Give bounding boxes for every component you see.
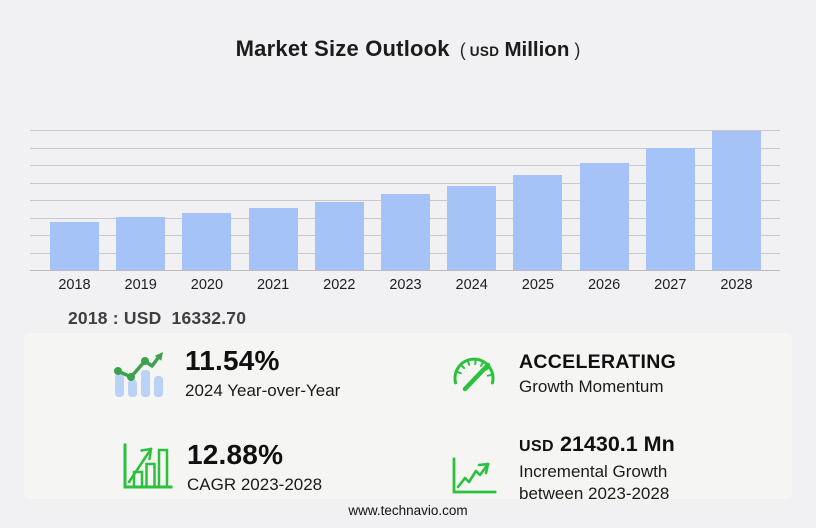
bar-2026 xyxy=(579,162,629,270)
gridline xyxy=(30,165,780,166)
x-axis-label-2018: 2018 xyxy=(58,277,91,293)
stat-cagr: 12.88% CAGR 2023-2028 xyxy=(187,439,323,495)
stat-yoy: 11.54% 2024 Year-over-Year xyxy=(185,345,341,401)
open-paren: ( xyxy=(459,40,466,60)
bar-2028 xyxy=(712,131,761,270)
bar-2022 xyxy=(314,201,364,270)
stat-momentum-label: Growth Momentum xyxy=(519,377,664,397)
x-axis-label-2028: 2028 xyxy=(720,277,753,293)
stat-incremental: USD 21430.1 Mn Incremental Growth between… xyxy=(519,432,675,505)
bar-2027 xyxy=(645,147,695,270)
stat-incremental-label-line2: between 2023-2028 xyxy=(519,484,670,504)
stat-incremental-value: USD 21430.1 Mn xyxy=(519,432,675,457)
x-axis-line xyxy=(30,270,780,271)
bar-2021 xyxy=(248,207,298,270)
title-unit-scale: Million xyxy=(504,38,570,61)
stat-incremental-currency: USD xyxy=(519,438,554,455)
x-axis-label-2026: 2026 xyxy=(587,277,621,293)
stat-yoy-value: 11.54% xyxy=(185,345,280,376)
stats-panel xyxy=(24,333,792,499)
bar-2023 xyxy=(381,194,430,270)
callout-2018-value: 2018 : USD 16332.70 xyxy=(68,308,247,328)
growth-bars-icon xyxy=(120,440,174,497)
x-axis-label-2025: 2025 xyxy=(521,277,555,293)
line-growth-icon xyxy=(450,452,498,501)
bar-2024 xyxy=(447,185,497,270)
x-axis-label-2024: 2024 xyxy=(455,277,488,293)
chart-title: Market Size Outlook ( USD Million ) xyxy=(0,36,816,62)
gridline xyxy=(30,147,780,149)
bar-chart-trend-icon xyxy=(112,348,168,405)
speedometer-icon xyxy=(448,353,500,402)
gridline xyxy=(30,182,780,184)
bar-2020 xyxy=(182,213,232,270)
bar-2018 xyxy=(50,222,99,270)
bar-2019 xyxy=(116,217,166,270)
close-paren: ) xyxy=(574,40,581,60)
website-text: www.technavio.com xyxy=(348,503,468,518)
x-axis-label-2022: 2022 xyxy=(323,277,356,293)
x-axis-label-2020: 2020 xyxy=(190,277,224,293)
stat-momentum: ACCELERATING Growth Momentum xyxy=(519,351,677,398)
stat-yoy-label: 2024 Year-over-Year xyxy=(185,380,341,400)
chart-title-main: Market Size Outlook xyxy=(235,36,450,61)
x-axis-label-2019: 2019 xyxy=(124,277,157,293)
x-axis-label-2021: 2021 xyxy=(256,277,290,293)
gridline xyxy=(30,130,780,131)
x-axis-label-2027: 2027 xyxy=(654,277,687,293)
stat-incremental-amount: 21430.1 Mn xyxy=(559,432,675,456)
stat-incremental-label-line1: Incremental Growth xyxy=(519,462,668,481)
title-currency: USD xyxy=(469,44,500,59)
stat-momentum-value: ACCELERATING xyxy=(519,351,677,373)
stat-cagr-label: CAGR 2023-2028 xyxy=(187,474,323,494)
bar-2025 xyxy=(513,175,563,270)
bar-chart: 2018 2019 2020 2021 2022 2023 2024 2025 2026 2027… xyxy=(30,130,780,293)
x-axis-label-2023: 2023 xyxy=(389,277,422,293)
stat-cagr-value: 12.88% xyxy=(187,439,284,470)
